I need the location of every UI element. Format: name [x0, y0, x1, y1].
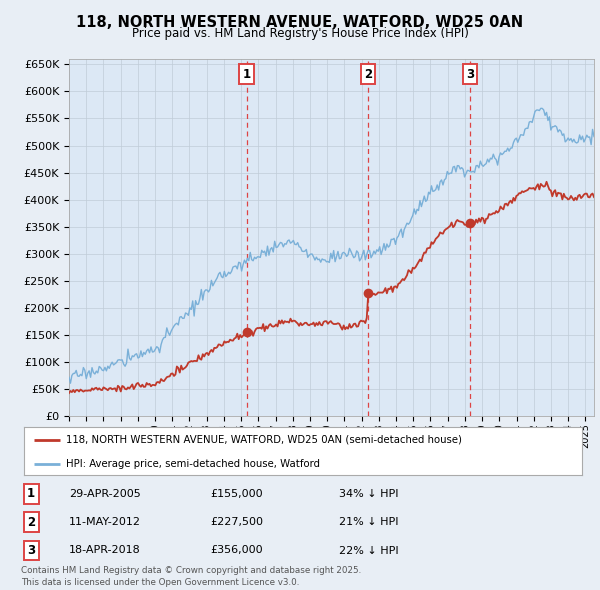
Text: 22% ↓ HPI: 22% ↓ HPI: [339, 546, 398, 555]
Text: HPI: Average price, semi-detached house, Watford: HPI: Average price, semi-detached house,…: [66, 459, 320, 469]
Text: 3: 3: [27, 544, 35, 557]
Text: 118, NORTH WESTERN AVENUE, WATFORD, WD25 0AN: 118, NORTH WESTERN AVENUE, WATFORD, WD25…: [76, 15, 524, 30]
Text: Contains HM Land Registry data © Crown copyright and database right 2025.
This d: Contains HM Land Registry data © Crown c…: [21, 566, 361, 587]
Text: £227,500: £227,500: [210, 517, 263, 527]
Text: £155,000: £155,000: [210, 489, 263, 499]
Text: 29-APR-2005: 29-APR-2005: [69, 489, 141, 499]
Text: 18-APR-2018: 18-APR-2018: [69, 546, 141, 555]
Text: 11-MAY-2012: 11-MAY-2012: [69, 517, 141, 527]
Text: 2: 2: [364, 68, 372, 81]
Text: 118, NORTH WESTERN AVENUE, WATFORD, WD25 0AN (semi-detached house): 118, NORTH WESTERN AVENUE, WATFORD, WD25…: [66, 435, 462, 445]
Text: 1: 1: [243, 68, 251, 81]
Text: 21% ↓ HPI: 21% ↓ HPI: [339, 517, 398, 527]
Text: 34% ↓ HPI: 34% ↓ HPI: [339, 489, 398, 499]
Text: £356,000: £356,000: [210, 546, 263, 555]
Text: 2: 2: [27, 516, 35, 529]
Text: 3: 3: [466, 68, 474, 81]
Text: 1: 1: [27, 487, 35, 500]
Text: Price paid vs. HM Land Registry's House Price Index (HPI): Price paid vs. HM Land Registry's House …: [131, 27, 469, 40]
